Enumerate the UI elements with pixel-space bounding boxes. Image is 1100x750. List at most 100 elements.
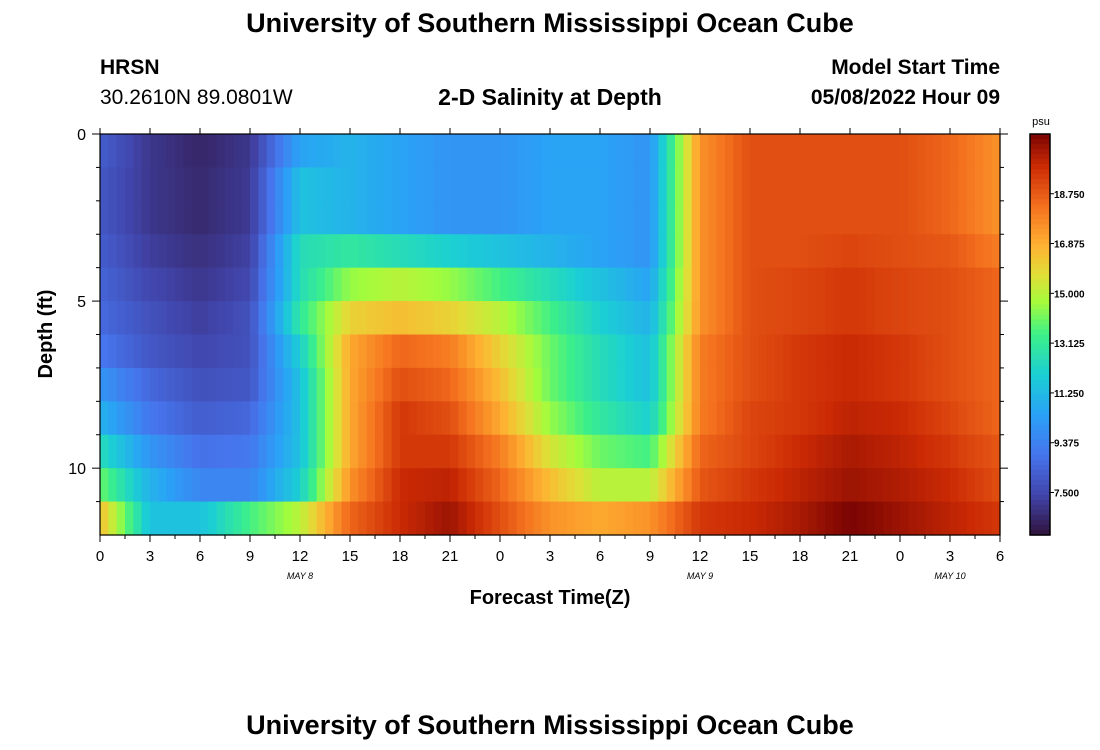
heatmap-cell xyxy=(816,501,826,536)
heatmap-cell xyxy=(800,501,809,536)
heatmap-cell xyxy=(825,200,834,235)
heatmap-cell xyxy=(108,334,118,369)
heatmap-cell xyxy=(133,401,143,436)
heatmap-cell xyxy=(975,267,984,302)
colorbar-segment xyxy=(1030,474,1050,481)
heatmap-cell xyxy=(475,367,484,402)
heatmap-cell xyxy=(600,434,609,469)
heatmap-cell xyxy=(350,134,359,169)
heatmap-cell xyxy=(850,501,859,536)
heatmap-cell xyxy=(700,167,709,202)
heatmap-cell xyxy=(800,367,809,402)
heatmap-cell xyxy=(441,200,451,235)
heatmap-cell xyxy=(666,200,676,235)
heatmap-cell xyxy=(150,334,159,369)
heatmap-cell xyxy=(500,501,509,536)
heatmap-cell xyxy=(275,134,284,169)
heatmap-cell xyxy=(183,434,193,469)
heatmap-cell xyxy=(691,367,701,402)
heatmap-cell xyxy=(558,134,568,169)
heatmap-cell xyxy=(650,301,659,336)
heatmap-cell xyxy=(733,167,743,202)
heatmap-cell xyxy=(341,434,351,469)
heatmap-cell xyxy=(175,267,184,302)
heatmap-cell xyxy=(225,301,234,336)
heatmap-cell xyxy=(341,468,351,503)
heatmap-cell xyxy=(991,200,1001,235)
heatmap-cell xyxy=(325,367,334,402)
heatmap-cell xyxy=(908,468,918,503)
heatmap-cell xyxy=(741,401,751,436)
colorbar-segment xyxy=(1030,189,1050,195)
heatmap-cell xyxy=(641,401,651,436)
heatmap-cell xyxy=(983,367,993,402)
heatmap-cell xyxy=(483,401,493,436)
heatmap-cell xyxy=(208,267,218,302)
heatmap-cell xyxy=(425,501,434,536)
heatmap-cell xyxy=(750,401,759,436)
heatmap-cell xyxy=(541,267,551,302)
heatmap-cell xyxy=(391,301,401,336)
colorbar-segment xyxy=(1030,499,1050,506)
heatmap-cell xyxy=(575,334,584,369)
heatmap-cell xyxy=(708,401,718,436)
colorbar-segment xyxy=(1030,204,1050,210)
heatmap-cell xyxy=(166,134,176,169)
heatmap-cell xyxy=(866,501,876,536)
footer-title: University of Southern Mississippi Ocean… xyxy=(246,710,854,740)
heatmap-cell xyxy=(391,334,401,369)
x-tick-label: 21 xyxy=(842,548,859,565)
heatmap-cell xyxy=(525,200,534,235)
heatmap-cell xyxy=(166,200,176,235)
heatmap-cell xyxy=(241,301,251,336)
heatmap-cell xyxy=(500,434,509,469)
heatmap-cell xyxy=(350,434,359,469)
heatmap-cell xyxy=(425,401,434,436)
heatmap-cell xyxy=(325,434,334,469)
heatmap-cell xyxy=(550,367,559,402)
colorbar-segment xyxy=(1030,144,1050,150)
heatmap-cell xyxy=(508,434,518,469)
heatmap-cell xyxy=(658,301,668,336)
heatmap-cell xyxy=(816,167,826,202)
heatmap-cell xyxy=(933,468,943,503)
heatmap-cell xyxy=(250,267,259,302)
heatmap-cell xyxy=(900,167,909,202)
heatmap-cell xyxy=(633,301,643,336)
heatmap-cell xyxy=(383,401,393,436)
heatmap-cell xyxy=(266,200,276,235)
heatmap-cell xyxy=(516,167,526,202)
heatmap-cell xyxy=(575,234,584,269)
heatmap-cell xyxy=(258,200,268,235)
heatmap-cell xyxy=(758,401,768,436)
heatmap-cell xyxy=(691,167,701,202)
heatmap-cell xyxy=(666,334,676,369)
heatmap-cell xyxy=(816,267,826,302)
heatmap-cell xyxy=(725,200,734,235)
heatmap-cell xyxy=(741,200,751,235)
heatmap-cell xyxy=(325,134,334,169)
heatmap-cell xyxy=(775,234,784,269)
heatmap-cell xyxy=(766,267,776,302)
heatmap-cell xyxy=(108,301,118,336)
heatmap-cell xyxy=(141,501,151,536)
heatmap-cell xyxy=(416,234,426,269)
heatmap-cell xyxy=(608,301,618,336)
heatmap-cell xyxy=(216,434,226,469)
heatmap-cell xyxy=(308,167,318,202)
date-label: MAY 9 xyxy=(687,571,713,581)
heatmap-cell xyxy=(700,367,709,402)
heatmap-cell xyxy=(283,301,293,336)
x-tick-label: 15 xyxy=(742,548,759,565)
heatmap-cell xyxy=(808,267,818,302)
heatmap-cell xyxy=(683,334,693,369)
heatmap-cell xyxy=(975,401,984,436)
heatmap-cell xyxy=(625,334,634,369)
heatmap-cell xyxy=(100,167,109,202)
heatmap-cell xyxy=(225,234,234,269)
heatmap-cell xyxy=(891,468,901,503)
heatmap-cell xyxy=(716,334,726,369)
heatmap-cell xyxy=(950,367,959,402)
heatmap-cell xyxy=(416,301,426,336)
heatmap-cell xyxy=(350,167,359,202)
